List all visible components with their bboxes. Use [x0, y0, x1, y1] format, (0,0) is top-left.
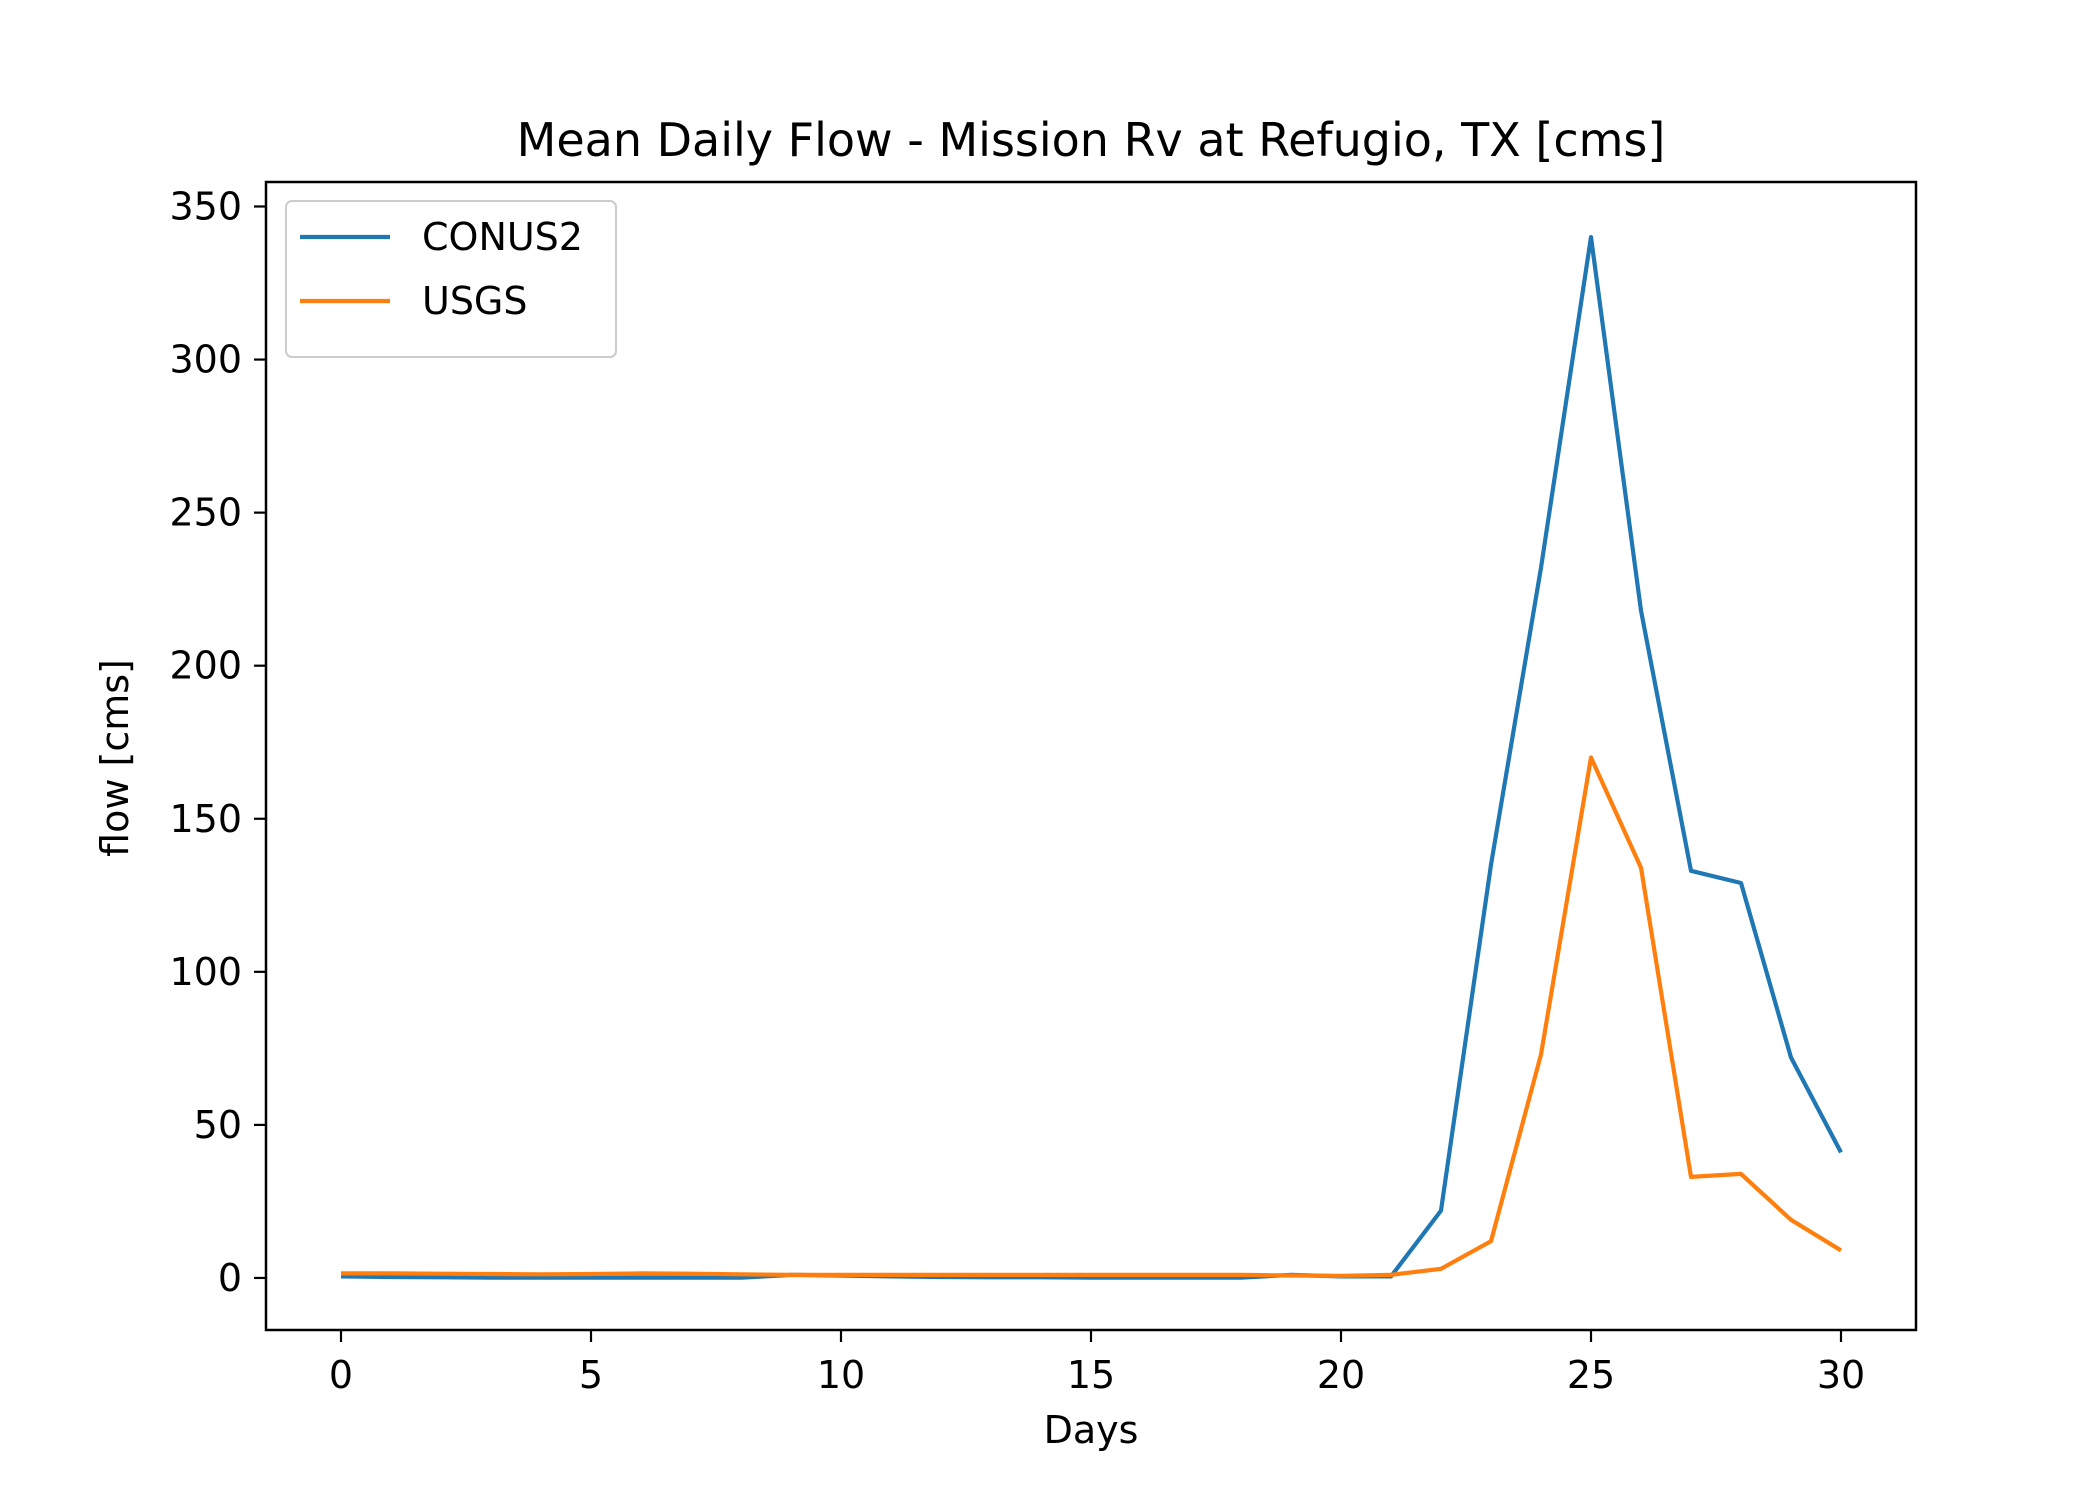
y-tick-label: 50 — [194, 1103, 242, 1147]
series-line-conus2 — [340, 235, 1843, 1280]
x-tick-label: 20 — [1317, 1353, 1365, 1397]
y-tick-label: 350 — [169, 184, 242, 228]
legend: CONUS2 USGS — [285, 200, 617, 358]
series-line-usgs — [341, 755, 1843, 1278]
x-axis-label: Days — [1044, 1408, 1139, 1452]
y-tick-label: 100 — [169, 950, 242, 994]
y-axis-label: flow [cms] — [93, 659, 137, 857]
x-tick-label: 30 — [1817, 1353, 1865, 1397]
x-tick-label: 25 — [1567, 1353, 1615, 1397]
y-tick-label: 200 — [169, 644, 242, 688]
chart-title: Mean Daily Flow - Mission Rv at Refugio,… — [517, 113, 1666, 167]
x-axis-ticks: 0 5 10 15 20 25 30 — [329, 1330, 1865, 1397]
y-tick-label: 0 — [218, 1256, 242, 1300]
series-lines — [340, 235, 1843, 1280]
y-tick-label: 150 — [169, 797, 242, 841]
y-tick-label: 300 — [169, 338, 242, 382]
x-tick-label: 15 — [1067, 1353, 1115, 1397]
legend-label-usgs: USGS — [422, 279, 528, 323]
legend-label-conus2: CONUS2 — [422, 215, 583, 259]
x-tick-label: 10 — [817, 1353, 865, 1397]
legend-box — [285, 200, 617, 358]
x-tick-label: 0 — [329, 1353, 353, 1397]
y-axis-ticks: 0 50 100 150 200 250 300 350 — [169, 184, 266, 1300]
y-tick-label: 250 — [169, 491, 242, 535]
x-tick-label: 5 — [579, 1353, 603, 1397]
